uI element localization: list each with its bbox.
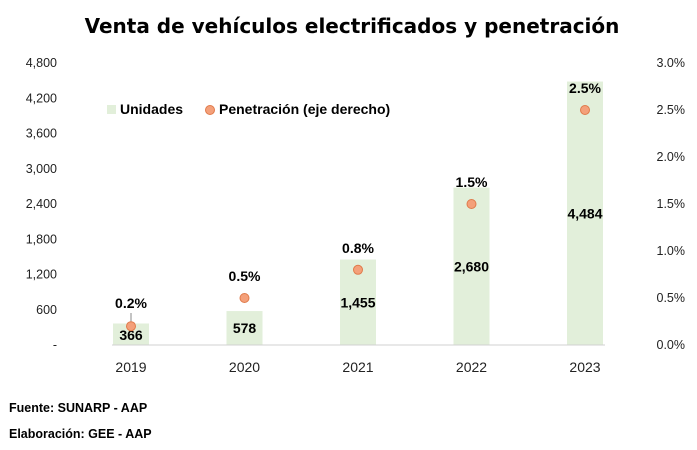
- x-tick-label: 2019: [115, 359, 146, 375]
- point-2019: [126, 321, 136, 332]
- right-tick-label: 2.0%: [657, 150, 686, 164]
- left-tick-label: 4,800: [26, 56, 57, 70]
- legend-marker-penetracion: [205, 105, 215, 115]
- x-tick-label: 2020: [229, 359, 260, 375]
- point-value-label: 0.8%: [342, 240, 374, 256]
- right-tick-label: 1.0%: [657, 244, 686, 258]
- bar-2022: [453, 187, 490, 345]
- x-axis: 2019 2020 2021 2022 2023: [115, 359, 600, 375]
- legend: Unidades Penetración (eje derecho): [107, 101, 390, 117]
- left-tick-label: -: [53, 338, 57, 352]
- legend-label-penetracion: Penetración (eje derecho): [219, 101, 390, 117]
- point-value-label: 2.5%: [569, 80, 601, 96]
- point-2020: [239, 293, 250, 303]
- bar-series: 366 578 1,455 2,680 4,484: [113, 81, 603, 345]
- bar-value-label: 1,455: [340, 294, 375, 310]
- point-value-label: 0.2%: [115, 295, 147, 311]
- point-2022: [466, 199, 477, 209]
- point-value-label: 1.5%: [456, 174, 488, 190]
- source-note: Fuente: SUNARP - AAP: [9, 401, 148, 415]
- left-tick-label: 600: [36, 303, 57, 317]
- right-tick-label: 0.5%: [657, 291, 686, 305]
- point-value-label: 0.5%: [229, 268, 261, 284]
- left-axis: - 600 1,200 1,800 2,400 3,000 3,600 4,200 4,800: [26, 56, 57, 352]
- left-tick-label: 3,000: [26, 162, 57, 176]
- left-tick-label: 3,600: [26, 127, 57, 141]
- prepared-by-note: Elaboración: GEE - AAP: [9, 427, 152, 441]
- bar-value-label: 2,680: [454, 258, 489, 274]
- chart-title: Venta de vehículos electrificados y pene…: [85, 14, 620, 38]
- left-tick-label: 1,800: [26, 232, 57, 246]
- point-2021: [353, 264, 363, 275]
- bar-2023: [567, 81, 603, 345]
- bar-value-label: 366: [119, 327, 143, 343]
- legend-label-unidades: Unidades: [120, 101, 183, 117]
- right-tick-label: 0.0%: [657, 338, 686, 352]
- bar-value-label: 4,484: [567, 205, 602, 221]
- right-axis: 0.0% 0.5% 1.0% 1.5% 2.0% 2.5% 3.0%: [657, 56, 686, 352]
- left-tick-label: 4,200: [26, 91, 57, 105]
- bar-2019: [113, 323, 149, 345]
- right-tick-label: 1.5%: [657, 197, 686, 211]
- legend-swatch-unidades: [107, 105, 116, 114]
- x-tick-label: 2022: [456, 359, 487, 375]
- x-tick-label: 2021: [342, 359, 373, 375]
- point-2023: [580, 105, 590, 115]
- right-tick-label: 3.0%: [657, 56, 686, 70]
- scatter-series: 0.2% 0.5% 0.8% 1.5% 2.5%: [115, 80, 602, 332]
- left-tick-label: 2,400: [26, 197, 57, 211]
- right-tick-label: 2.5%: [657, 103, 686, 117]
- bar-value-label: 578: [233, 320, 257, 336]
- x-tick-label: 2023: [569, 359, 600, 375]
- left-tick-label: 1,200: [26, 268, 57, 282]
- bar-2020: [226, 311, 263, 345]
